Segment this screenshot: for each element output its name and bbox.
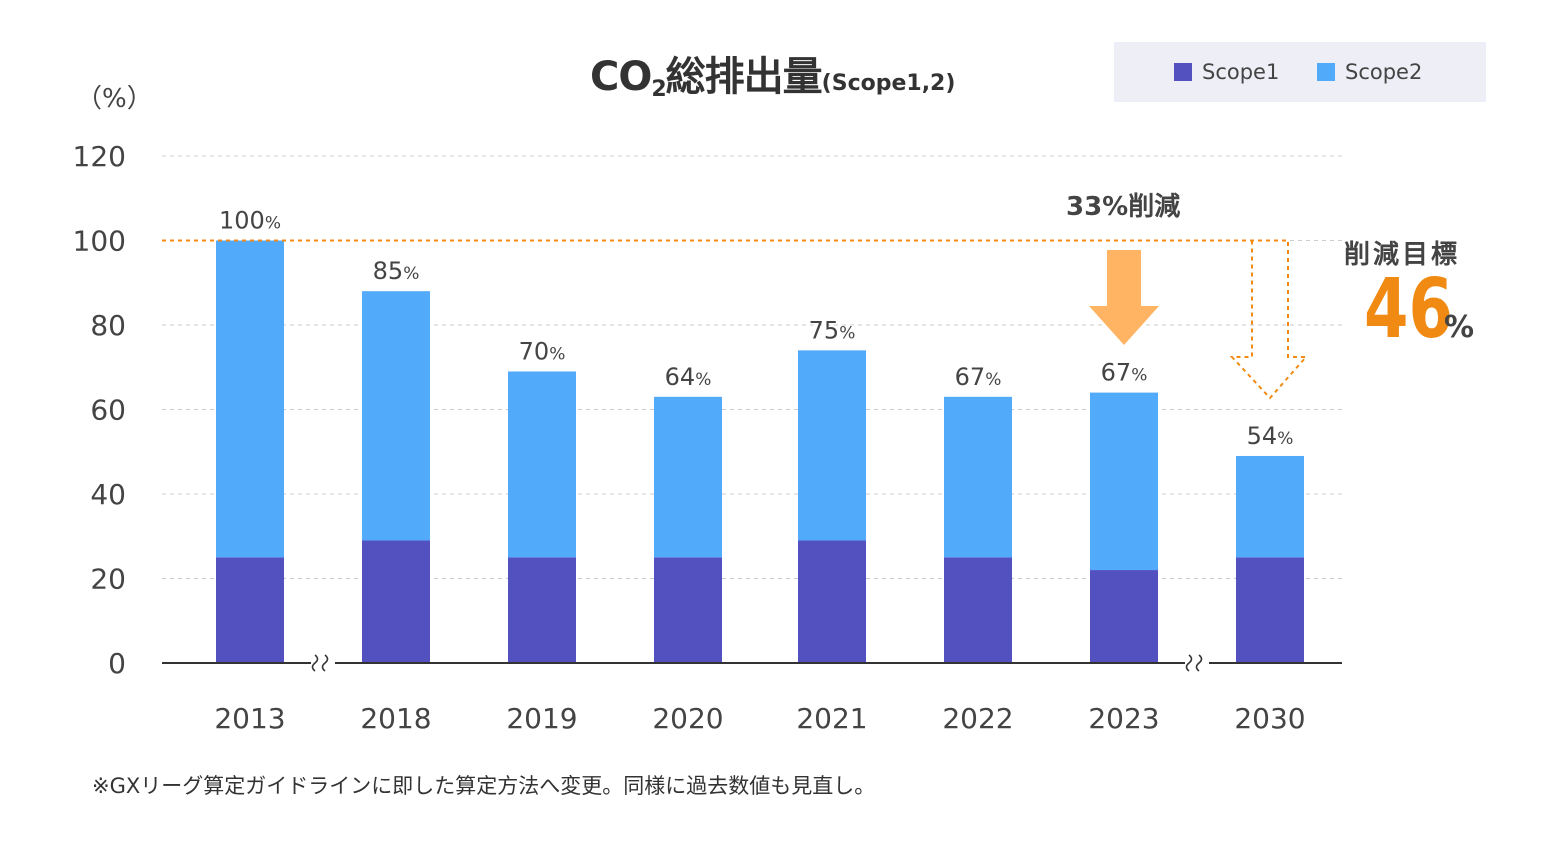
y-tick-label: 0 [108,647,126,680]
legend-swatch-scope2 [1317,63,1335,81]
bar-scope2 [1090,392,1158,571]
axis-break-mark [1195,654,1203,672]
y-tick-label: 20 [90,563,126,596]
bar-scope1 [216,557,284,663]
bar-scope1 [1090,570,1158,663]
data-label: 100% [219,207,281,235]
data-label: 70% [519,337,566,365]
x-tick-label: 2022 [942,702,1013,735]
title-scope-note: (Scope1,2) [821,71,956,96]
bar-scope2 [654,396,722,558]
y-tick-label: 40 [90,478,126,511]
x-tick-label: 2013 [214,702,285,735]
title-prefix: CO [590,54,652,100]
y-axis-unit-label: （%） [76,84,153,114]
title-subscript: 2 [651,77,666,102]
bar-scope2 [362,291,430,541]
bar-scope2 [508,371,576,558]
chart-title: CO2総排出量(Scope1,2) [590,44,955,102]
data-label: 54% [1247,422,1294,450]
bar-scope1 [944,557,1012,663]
data-label: 67% [1101,359,1148,387]
target-unit: % [1444,310,1475,345]
axis-ticks: 0 20 40 60 80 100 120 2013 2018 2019 2020 2021 2022 2… [73,140,1342,735]
bar-scope2 [216,240,284,558]
bar-scope1 [508,557,576,663]
bar-scope2 [1236,455,1304,558]
target-value: 46 [1364,262,1454,357]
x-tick-label: 2020 [652,702,723,735]
data-label: 85% [373,257,420,285]
x-tick-label: 2018 [360,702,431,735]
y-tick-label: 100 [73,225,126,258]
axis-break-mark [321,654,329,672]
legend-label-scope2: Scope2 [1345,60,1423,84]
legend-label-scope1: Scope1 [1202,60,1280,84]
legend-item-scope2: Scope2 [1317,60,1422,84]
x-tick-label: 2030 [1234,702,1305,735]
bar-scope2 [944,396,1012,558]
bars [216,240,1304,663]
y-tick-label: 80 [90,309,126,342]
target-arrow-icon [1229,240,1309,400]
legend: Scope1 Scope2 [1114,42,1486,102]
y-tick-label: 120 [73,140,126,173]
chart-annotations: 100% 85% 70% 64% 75% 67% 67% 54% [162,207,1309,450]
axis-break-mark [1185,654,1193,672]
bar-scope1 [362,540,430,663]
target-label: 削減目標 [1344,240,1461,270]
bar-scope1 [1236,557,1304,663]
legend-swatch-scope1 [1174,63,1192,81]
data-label: 75% [809,316,856,344]
title-suffix: 総排出量 [665,54,823,100]
x-tick-label: 2023 [1088,702,1159,735]
reduction-arrow-icon [1089,250,1159,345]
y-tick-label: 60 [90,394,126,427]
bar-scope2 [798,350,866,541]
data-label: 64% [665,363,712,391]
footnote: ※GXリーグ算定ガイドラインに即した算定方法へ変更。同様に過去数値も見直し。 [92,774,876,798]
data-label: 67% [955,363,1002,391]
x-tick-label: 2019 [506,702,577,735]
legend-item-scope1: Scope1 [1174,60,1279,84]
x-tick-label: 2021 [796,702,867,735]
bar-scope1 [654,557,722,663]
axis-break-mark [311,654,319,672]
reduction-label: 33%削減 [1066,192,1181,222]
bar-scope1 [798,540,866,663]
